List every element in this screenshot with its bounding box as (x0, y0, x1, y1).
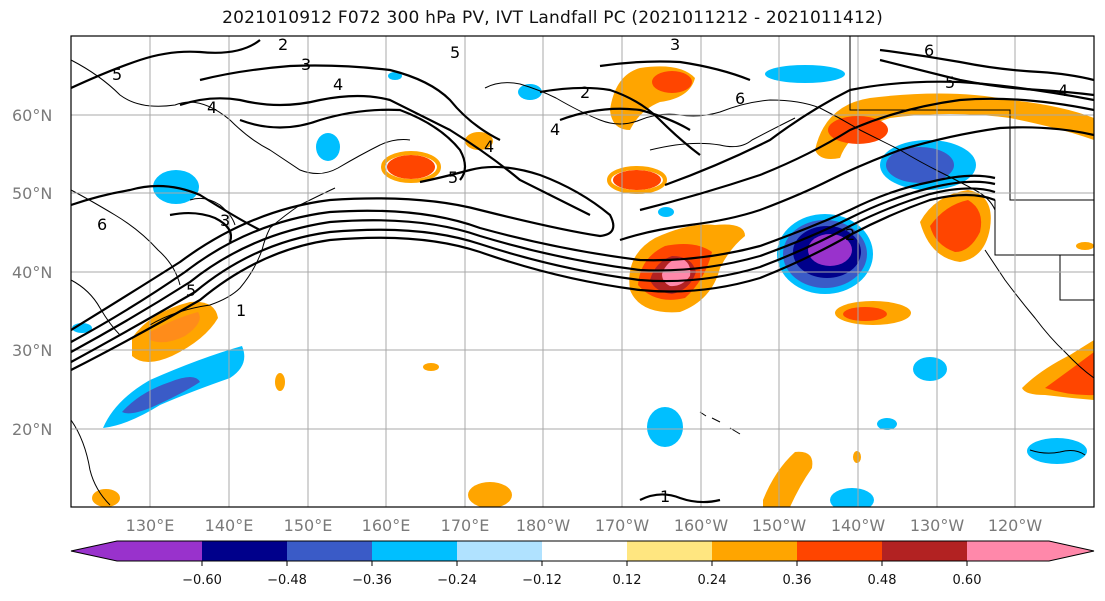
positive-anomaly (763, 451, 813, 507)
negative-anomaly (830, 488, 874, 507)
colorbar-outline (70, 540, 1095, 562)
contour-label: 4 (484, 137, 494, 156)
contour-label: 4 (333, 75, 343, 94)
colorbar-tick-label: −0.12 (522, 573, 562, 588)
lon-label: 120°W (988, 516, 1043, 535)
negative-anomaly (316, 133, 340, 161)
contour-label: 3 (301, 55, 311, 74)
lon-label: 130°W (910, 516, 965, 535)
positive-anomaly (275, 373, 285, 391)
lon-label: 140°W (831, 516, 886, 535)
colorbar: −0.60 −0.48 −0.36 −0.24 −0.12 0.12 0.24 … (70, 540, 1095, 588)
contour-label: 2 (580, 83, 590, 102)
positive-anomaly (607, 166, 667, 194)
colorbar-tick-label: −0.60 (182, 573, 222, 588)
lat-label: 20°N (12, 420, 52, 439)
colorbar-segment (627, 541, 712, 561)
contour-label: 1 (660, 487, 670, 506)
positive-anomaly (423, 363, 439, 371)
contour-label: 1 (236, 301, 246, 320)
colorbar-segment (117, 541, 202, 561)
negative-anomaly (518, 84, 542, 100)
lon-label: 150°E (284, 516, 333, 535)
contour-label: 5 (448, 168, 458, 187)
lon-label: 170°E (441, 516, 490, 535)
colorbar-segment (797, 541, 882, 561)
map-title: 2021010912 F072 300 hPa PV, IVT Landfall… (222, 8, 883, 28)
positive-anomaly (843, 307, 887, 321)
colorbar-segment (967, 541, 1049, 561)
contour-label: 5 (186, 281, 196, 300)
contour-label: 4 (1058, 81, 1068, 100)
lon-label: 150°W (752, 516, 807, 535)
contour-label: 3 (670, 35, 680, 54)
positive-anomaly (387, 155, 435, 179)
colorbar-segment (1049, 541, 1094, 561)
lon-label: 140°E (205, 516, 254, 535)
colorbar-segment (882, 541, 967, 561)
colorbar-tick-label: 0.36 (783, 573, 812, 588)
colorbar-segment (372, 541, 457, 561)
positive-anomaly (92, 489, 120, 507)
negative-anomaly (1027, 438, 1087, 464)
contour-label: 6 (735, 89, 745, 108)
contour-label: 2 (278, 35, 288, 54)
lon-label: 160°W (674, 516, 729, 535)
contour-label: 2 (845, 225, 855, 244)
colorbar-segment (71, 541, 117, 561)
lon-label: 160°E (362, 516, 411, 535)
pv-contours (71, 39, 1094, 504)
lat-label: 40°N (12, 263, 52, 282)
contour-label: 4 (550, 120, 560, 139)
lat-label: 60°N (12, 106, 52, 125)
positive-anomaly (853, 451, 861, 463)
negative-anomaly (388, 72, 402, 80)
colorbar-segment (542, 541, 627, 561)
contour-label: 6 (924, 41, 934, 60)
lon-label: 130°E (126, 516, 175, 535)
negative-anomaly (658, 207, 674, 217)
lon-label: 180°W (516, 516, 571, 535)
longitude-labels: 130°E 140°E 150°E 160°E 170°E 180°W 170°… (126, 516, 1043, 535)
colorbar-tick-label: 0.12 (613, 573, 642, 588)
colorbar-tick-marks (201, 561, 968, 566)
positive-anomaly (381, 151, 441, 183)
colorbar-segment (287, 541, 372, 561)
positive-anomaly (468, 482, 512, 507)
latitude-labels: 60°N 50°N 40°N 30°N 20°N (12, 106, 52, 439)
negative-anomaly (647, 407, 683, 447)
contour-label: 3 (220, 211, 230, 230)
contour-label: 5 (945, 73, 955, 92)
colorbar-segment (202, 541, 287, 561)
lon-label: 170°W (595, 516, 650, 535)
lat-label: 30°N (12, 341, 52, 360)
positive-anomaly (652, 71, 692, 93)
contour-label: 4 (207, 98, 217, 117)
contour-label: 5 (450, 43, 460, 62)
map-frame (70, 35, 1095, 508)
lat-label: 50°N (12, 184, 52, 203)
positive-anomaly (1045, 352, 1094, 396)
colorbar-tick-label: 0.48 (868, 573, 897, 588)
positive-anomaly (613, 170, 661, 190)
positive-anomaly (1076, 242, 1094, 250)
negative-anomaly (765, 65, 845, 83)
colorbar-tick-label: −0.36 (352, 573, 392, 588)
negative-anomaly (913, 357, 947, 381)
contour-label: 6 (97, 215, 107, 234)
negative-anomaly (122, 377, 200, 414)
colorbar-segment (457, 541, 542, 561)
positive-anomaly (150, 312, 200, 343)
contour-labels: 1 2 3 4 5 6 3 4 5 5 5 4 4 2 3 6 2 5 6 4 … (97, 35, 1068, 506)
colorbar-tick-label: −0.48 (267, 573, 307, 588)
graticule (71, 36, 1094, 507)
positive-anomaly (930, 200, 982, 252)
colorbar-tick-label: 0.24 (698, 573, 727, 588)
colorbar-segment (712, 541, 797, 561)
colorbar-tick-label: −0.24 (437, 573, 477, 588)
negative-anomaly (877, 418, 897, 430)
colorbar-tick-label: 0.60 (953, 573, 982, 588)
contour-label: 5 (112, 65, 122, 84)
